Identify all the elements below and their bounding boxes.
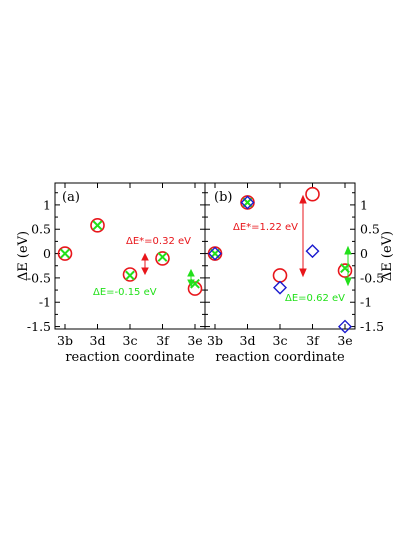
y-tick-label-b: -0.5: [360, 270, 384, 285]
y-axis-title-a: ΔE (eV): [16, 231, 31, 281]
marker-diamond-b-3c: [273, 280, 287, 295]
axis-ticks-a: -1.5 -1 -0.5 0 0.5 1 3b 3d 3c 3f 3e: [27, 183, 205, 348]
axis-ticks-b: -1.5 -1 -0.5 0 0.5 1 3b 3d 3c 3f 3e: [205, 183, 384, 348]
data-marks-b: [207, 186, 353, 334]
x-tick-label-a-3f: 3f: [156, 333, 170, 348]
annotation-arrow-green-a: [187, 268, 195, 288]
x-tick-label-a-3d: 3d: [90, 333, 106, 348]
annotation-arrow-green-b: [344, 245, 352, 287]
y-tick-label-a: -1: [39, 295, 51, 310]
x-axis-title-a: reaction coordinate: [65, 350, 195, 365]
y-tick-label-a: -1.5: [27, 319, 51, 334]
panel-label-a: (a): [62, 190, 80, 205]
x-tick-label-b-3e: 3e: [337, 333, 352, 348]
y-axis-title-b: ΔE (eV): [380, 231, 395, 281]
y-tick-label-a: 0: [43, 246, 51, 261]
marker-circle-b-3e: [337, 263, 353, 278]
marker-circle-a-3e: [187, 281, 203, 296]
x-tick-label-b-3d: 3d: [240, 333, 256, 348]
y-tick-label-a: -0.5: [27, 270, 51, 285]
marker-circle-a-3b: [57, 246, 73, 261]
marker-diamond-b-3d: [240, 195, 255, 210]
x-tick-label-b-3b: 3b: [207, 333, 223, 348]
marker-diamond-b-3b: [208, 246, 222, 261]
marker-circle-a-3d: [90, 218, 105, 233]
annotation-delta-e-star-a: ΔE*=0.32 eV: [126, 236, 191, 247]
chart-panel-a: -1.5 -1 -0.5 0 0.5 1 3b 3d 3c 3f 3e (a) ΔE (eV) re…: [16, 182, 206, 365]
annotation-arrow-red-b: [299, 194, 307, 278]
x-tick-label-b-3c: 3c: [273, 333, 288, 348]
annotation-delta-e-star-b: ΔE*=1.22 eV: [233, 222, 298, 233]
x-tick-label-b-3f: 3f: [306, 333, 320, 348]
marker-diamond-b-3e: [338, 319, 352, 334]
marker-circle-b-3c: [272, 268, 288, 283]
y-tick-label-b: 0: [360, 246, 368, 261]
marker-diamond-b-3f: [305, 244, 320, 259]
marker-circle-a-3f: [155, 251, 170, 266]
marker-x-a-3f: [157, 252, 168, 262]
marker-circle-a-3c: [122, 267, 138, 282]
data-marks-a: [57, 218, 203, 296]
marker-x-a-3c: [125, 270, 135, 281]
y-tick-label-b: -1.5: [360, 319, 384, 334]
y-tick-label-b: 0.5: [360, 222, 380, 237]
marker-x-a-3b: [60, 248, 70, 259]
chart-panel-b: -1.5 -1 -0.5 0 0.5 1 3b 3d 3c 3f 3e (b) ΔE (eV) re…: [204, 182, 395, 365]
y-tick-label-b: 1: [360, 197, 368, 212]
x-tick-label-a-3b: 3b: [57, 333, 73, 348]
y-tick-label-a: 1: [43, 197, 51, 212]
annotation-delta-e-a: ΔE=-0.15 eV: [93, 287, 157, 298]
x-tick-label-a-3e: 3e: [187, 333, 202, 348]
annotation-arrow-red-a: [141, 252, 149, 276]
marker-x-a-3d: [92, 220, 103, 231]
y-tick-label-b: -1: [360, 295, 372, 310]
x-tick-label-a-3c: 3c: [123, 333, 138, 348]
annotation-delta-e-b: ΔE=0.62 eV: [285, 293, 345, 304]
x-axis-title-b: reaction coordinate: [215, 350, 345, 365]
marker-circle-b-3f: [305, 186, 320, 202]
y-tick-label-a: 0.5: [31, 222, 51, 237]
panel-label-b: (b): [214, 190, 232, 205]
